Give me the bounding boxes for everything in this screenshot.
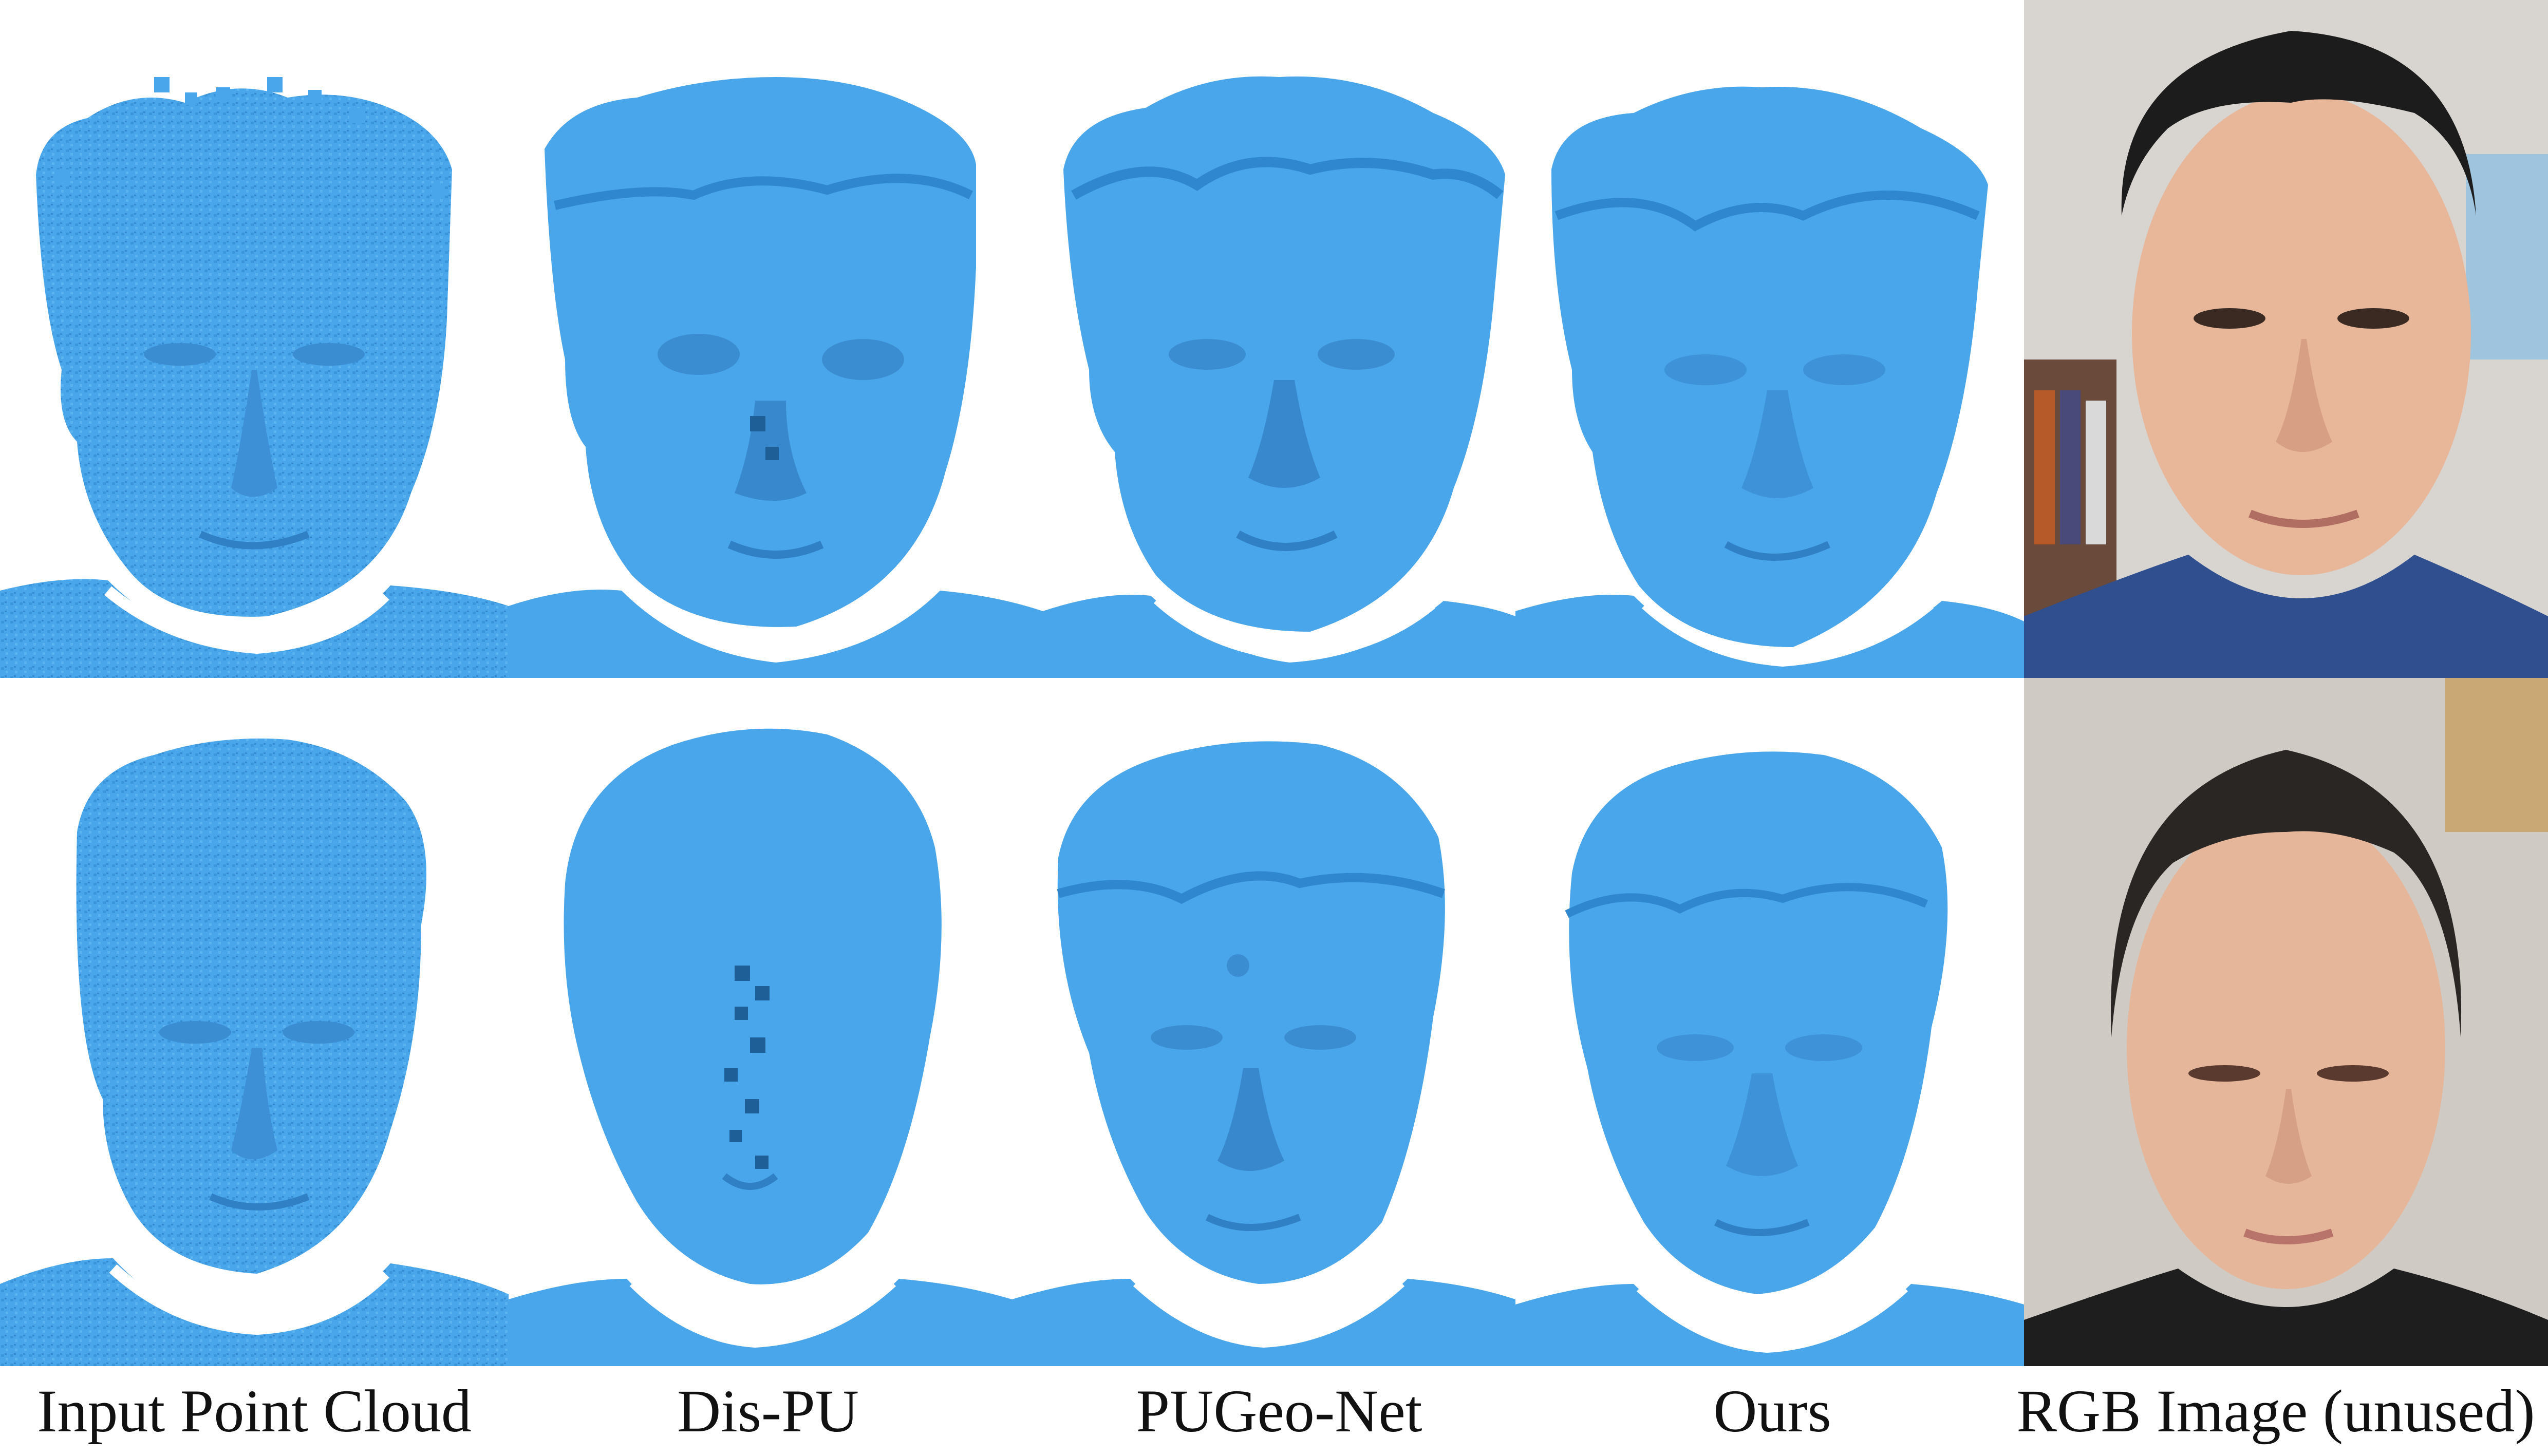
mesh-ours-row2	[1515, 751, 2024, 1366]
mesh-dispu-row1	[509, 77, 1043, 678]
panel-rgb-row2	[2024, 678, 2548, 1366]
panel-ours-row1	[1515, 0, 2024, 678]
panel-dispu-row1	[509, 0, 1043, 678]
caption-rgb-image: RGB Image (unused)	[2016, 1377, 2535, 1445]
mesh-input-row1	[0, 77, 509, 678]
caption-input-point-cloud: Input Point Cloud	[37, 1377, 472, 1445]
mesh-pugeo-row1	[1043, 76, 1515, 678]
panel-pugeo-row1	[1043, 0, 1515, 678]
mesh-pugeo-row2	[1012, 741, 1515, 1366]
caption-dis-pu: Dis-PU	[677, 1377, 859, 1445]
panel-input-row2	[0, 678, 509, 1366]
panel-rgb-row1	[2024, 0, 2548, 678]
photo-rgb-row1	[2024, 0, 2548, 678]
mesh-ours-row1	[1515, 86, 2024, 678]
mesh-dispu-row2	[509, 728, 1012, 1366]
caption-ours: Ours	[1713, 1377, 1831, 1445]
mesh-input-row2	[0, 739, 509, 1366]
panel-pugeo-row2	[1012, 678, 1515, 1366]
panel-ours-row2	[1515, 678, 2024, 1366]
photo-rgb-row2	[2024, 678, 2548, 1366]
panel-input-row1	[0, 0, 509, 678]
panel-dispu-row2	[509, 678, 1012, 1366]
caption-pugeo-net: PUGeo-Net	[1136, 1377, 1422, 1445]
